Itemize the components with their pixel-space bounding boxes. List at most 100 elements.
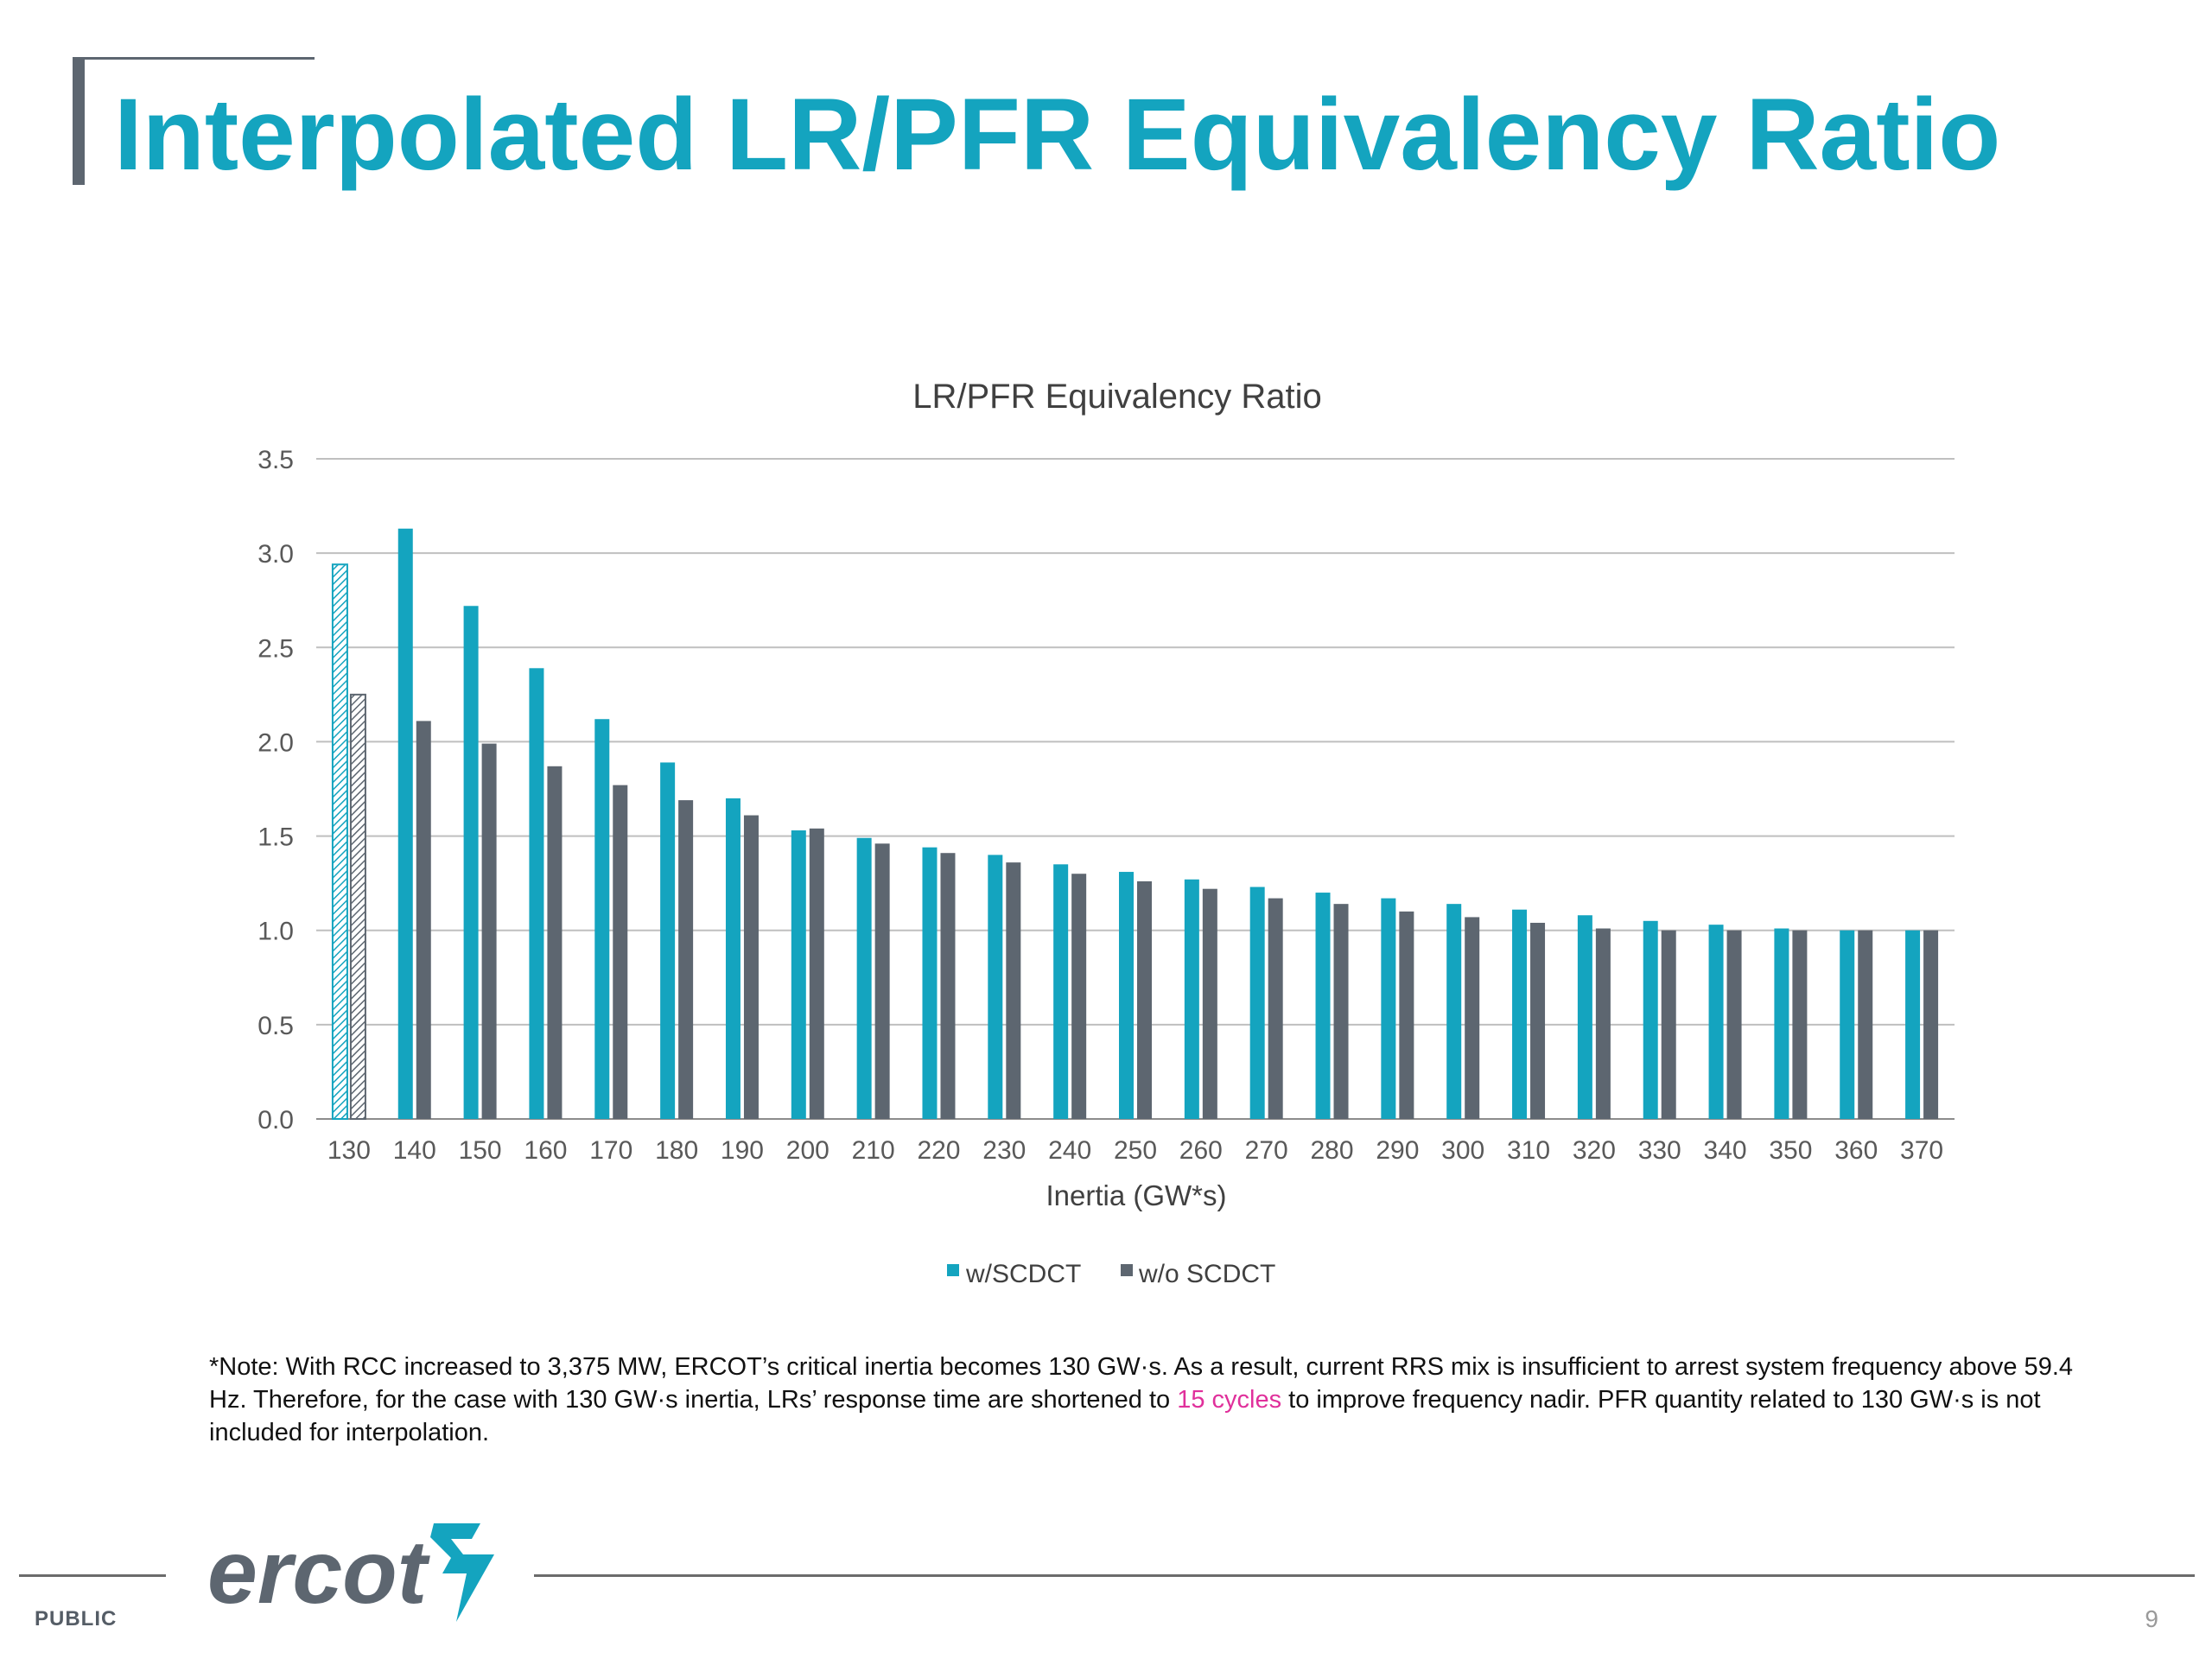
bar-w-scdct-240	[1053, 864, 1069, 1119]
bar-w-scdct-200	[791, 830, 806, 1119]
y-tick-label: 2.5	[257, 634, 294, 663]
y-tick-label: 1.0	[257, 918, 294, 946]
bar-w-scdct-140	[397, 528, 413, 1119]
bar-wo-scdct-200	[809, 828, 824, 1119]
chart-title: LR/PFR Equivalency Ratio	[912, 378, 1322, 416]
bar-w-scdct-300	[1446, 904, 1462, 1119]
title-accent-bar	[73, 57, 85, 185]
legend-label-w-scdct: w/SCDCT	[965, 1260, 1081, 1288]
x-tick-label-200: 200	[786, 1136, 830, 1165]
x-tick-label-270: 270	[1245, 1136, 1288, 1165]
y-tick-label: 3.5	[257, 446, 294, 474]
x-tick-label-180: 180	[655, 1136, 698, 1165]
bar-wo-scdct-160	[547, 766, 563, 1119]
bar-wo-scdct-340	[1726, 930, 1742, 1119]
bar-wo-scdct-230	[1006, 862, 1021, 1119]
bar-w-scdct-280	[1315, 893, 1331, 1119]
ercot-logo-bolt-icon	[430, 1523, 494, 1622]
x-tick-label-170: 170	[589, 1136, 632, 1165]
bar-w-scdct-190	[725, 798, 741, 1119]
x-tick-label-280: 280	[1310, 1136, 1353, 1165]
bar-wo-scdct-260	[1202, 888, 1217, 1119]
x-tick-label-160: 160	[524, 1136, 567, 1165]
bar-wo-scdct-290	[1399, 911, 1414, 1119]
bar-wo-scdct-140	[416, 721, 431, 1119]
footnote-highlight: 15 cycles	[1177, 1386, 1282, 1414]
bar-wo-scdct-310	[1530, 922, 1546, 1119]
bar-w-scdct-360	[1840, 930, 1855, 1119]
footer-divider-right	[534, 1574, 2195, 1577]
x-tick-label-330: 330	[1638, 1136, 1681, 1165]
bar-w-scdct-150	[463, 606, 479, 1119]
x-tick-label-350: 350	[1769, 1136, 1812, 1165]
legend-swatch-wo-scdct	[1121, 1264, 1133, 1276]
footnote-text: *Note: With RCC increased to 3,375 MW, E…	[209, 1353, 2074, 1414]
bar-wo-scdct-370	[1923, 930, 1939, 1119]
x-tick-label-290: 290	[1376, 1136, 1419, 1165]
bar-wo-scdct-300	[1465, 917, 1480, 1119]
bar-w-scdct-170	[594, 719, 610, 1119]
x-tick-label-230: 230	[982, 1136, 1026, 1165]
bar-wo-scdct-150	[481, 743, 497, 1119]
y-tick-label: 0.0	[257, 1106, 294, 1135]
bar-w-scdct-310	[1512, 909, 1528, 1119]
chart-legend: w/SCDCT w/o SCDCT	[947, 1260, 1275, 1288]
bar-w-scdct-210	[856, 837, 872, 1119]
x-tick-label-220: 220	[917, 1136, 960, 1165]
x-tick-label-260: 260	[1179, 1136, 1223, 1165]
bar-wo-scdct-350	[1792, 930, 1808, 1119]
equivalency-ratio-chart: LR/PFR Equivalency Ratio 0.0 0.5 1.0 1.5 2.0…	[257, 378, 1955, 1288]
x-tick-label-320: 320	[1573, 1136, 1616, 1165]
footnote-text-end: to improve frequency nadir. PFR quantity…	[209, 1386, 2041, 1446]
x-tick-label-210: 210	[852, 1136, 895, 1165]
bar-w-scdct-160	[529, 668, 544, 1119]
x-tick-label-150: 150	[459, 1136, 502, 1165]
x-tick-label-240: 240	[1048, 1136, 1091, 1165]
bar-wo-scdct-220	[940, 853, 956, 1119]
x-tick-label-360: 360	[1834, 1136, 1878, 1165]
bar-w-scdct-320	[1577, 915, 1592, 1119]
x-tick-label-250: 250	[1114, 1136, 1157, 1165]
x-tick-label-340: 340	[1704, 1136, 1747, 1165]
bar-wo-scdct-180	[678, 800, 694, 1119]
bar-wo-scdct-210	[874, 843, 890, 1119]
x-axis-label: Inertia (GW*s)	[1046, 1179, 1226, 1211]
footer-divider-left	[19, 1574, 166, 1577]
bar-w-scdct-130	[331, 563, 348, 1120]
bar-wo-scdct-170	[613, 785, 628, 1119]
x-tick-label-190: 190	[721, 1136, 764, 1165]
bar-w-scdct-230	[988, 855, 1003, 1119]
ercot-logo: ercot	[207, 1522, 494, 1623]
x-tick-label-130: 130	[327, 1136, 371, 1165]
bar-w-scdct-220	[922, 847, 938, 1119]
bar-wo-scdct-270	[1268, 898, 1283, 1119]
y-tick-label: 0.5	[257, 1012, 294, 1040]
x-tick-label-370: 370	[1900, 1136, 1943, 1165]
x-tick-label-310: 310	[1507, 1136, 1550, 1165]
bar-w-scdct-250	[1119, 872, 1134, 1119]
y-tick-label: 3.0	[257, 540, 294, 569]
page-number: 9	[2145, 1605, 2158, 1632]
bar-wo-scdct-250	[1137, 880, 1152, 1119]
bar-w-scdct-270	[1249, 887, 1265, 1119]
bar-w-scdct-180	[660, 762, 676, 1119]
legend-swatch-w-scdct	[947, 1264, 959, 1276]
bar-wo-scdct-280	[1333, 904, 1349, 1119]
bar-w-scdct-350	[1774, 928, 1789, 1119]
x-tick-label-140: 140	[393, 1136, 436, 1165]
slide-title: Interpolated LR/PFR Equivalency Ratio	[114, 78, 2001, 192]
ercot-logo-text: ercot	[207, 1522, 431, 1623]
bar-w-scdct-370	[1905, 930, 1921, 1119]
y-tick-label: 1.5	[257, 823, 294, 852]
legend-label-wo-scdct: w/o SCDCT	[1138, 1260, 1275, 1288]
bar-w-scdct-340	[1708, 925, 1724, 1119]
bar-w-scdct-260	[1184, 879, 1199, 1119]
title-accent-rule	[73, 57, 315, 60]
bar-wo-scdct-330	[1661, 930, 1676, 1119]
bar-wo-scdct-190	[743, 815, 759, 1119]
bar-wo-scdct-320	[1595, 928, 1611, 1119]
y-tick-label: 2.0	[257, 728, 294, 757]
bar-wo-scdct-360	[1858, 930, 1873, 1119]
bar-wo-scdct-130	[349, 693, 366, 1120]
bar-w-scdct-290	[1381, 898, 1396, 1119]
